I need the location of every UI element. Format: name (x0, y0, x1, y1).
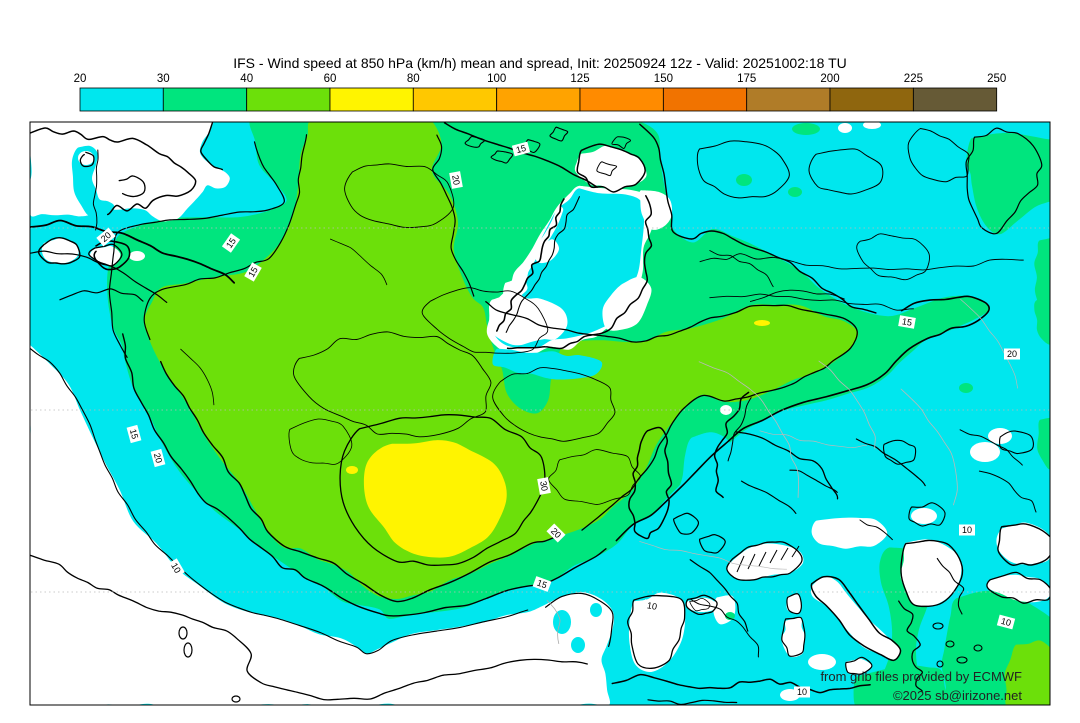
svg-text:200: 200 (820, 73, 839, 85)
svg-text:15: 15 (246, 265, 260, 279)
svg-text:15: 15 (515, 143, 527, 155)
svg-text:10: 10 (169, 561, 183, 575)
svg-text:IFS - Wind speed at 850 hPa (k: IFS - Wind speed at 850 hPa (km/h) mean … (233, 55, 847, 71)
svg-text:40: 40 (240, 73, 253, 85)
svg-text:20: 20 (450, 174, 462, 186)
svg-text:15: 15 (224, 236, 238, 250)
svg-text:20: 20 (152, 452, 164, 464)
svg-text:15: 15 (901, 316, 913, 328)
svg-text:©2025 sb@irizone.net: ©2025 sb@irizone.net (893, 688, 1022, 703)
svg-text:150: 150 (654, 73, 673, 85)
svg-text:30: 30 (157, 73, 170, 85)
svg-text:250: 250 (987, 73, 1006, 85)
svg-text:10: 10 (962, 525, 972, 535)
svg-text:10: 10 (646, 600, 658, 612)
svg-text:10: 10 (797, 687, 807, 697)
svg-text:10: 10 (1000, 616, 1012, 628)
svg-text:80: 80 (407, 73, 420, 85)
svg-text:15: 15 (128, 428, 140, 440)
svg-text:30: 30 (538, 480, 550, 492)
svg-text:20: 20 (74, 73, 87, 85)
svg-text:225: 225 (904, 73, 923, 85)
svg-text:from grib files provided by EC: from grib files provided by ECMWF (820, 669, 1022, 684)
svg-text:175: 175 (737, 73, 756, 85)
svg-text:20: 20 (1007, 349, 1017, 359)
svg-text:20: 20 (99, 230, 113, 244)
svg-text:125: 125 (570, 73, 589, 85)
svg-text:60: 60 (324, 73, 337, 85)
svg-text:15: 15 (536, 578, 549, 591)
svg-text:100: 100 (487, 73, 506, 85)
